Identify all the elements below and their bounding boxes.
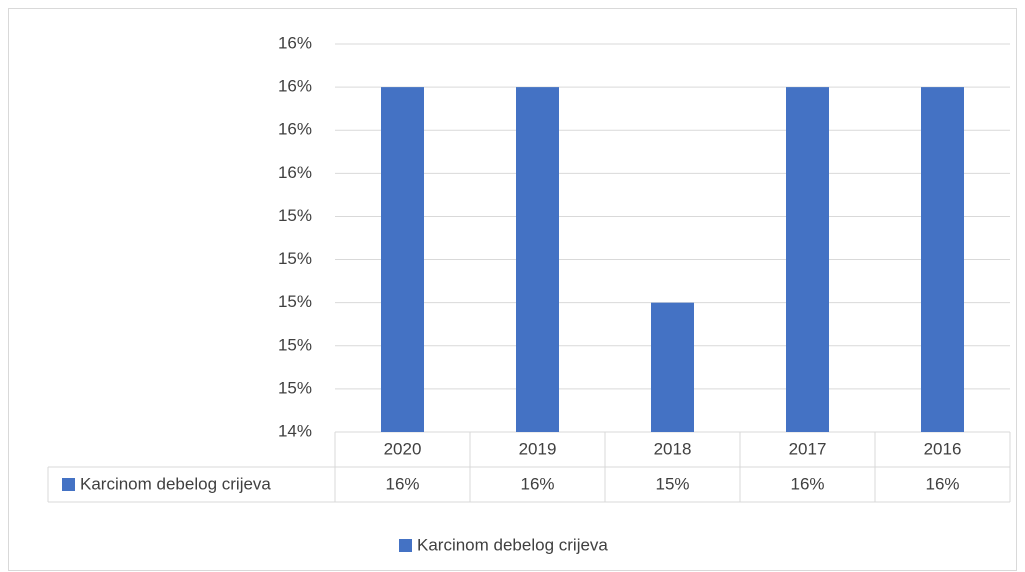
bar <box>381 87 424 432</box>
data-table-value: 16% <box>925 474 959 493</box>
y-tick-label: 16% <box>278 33 312 52</box>
x-tick-label: 2016 <box>924 439 962 458</box>
y-tick-label: 16% <box>278 163 312 182</box>
data-table-value: 16% <box>790 474 824 493</box>
legend-key <box>399 539 412 552</box>
y-tick-label: 15% <box>278 206 312 225</box>
x-tick-label: 2018 <box>654 439 692 458</box>
y-tick-label: 15% <box>278 249 312 268</box>
legend-key <box>62 478 75 491</box>
y-tick-label: 14% <box>278 421 312 440</box>
y-tick-label: 16% <box>278 77 312 96</box>
y-tick-label: 16% <box>278 120 312 139</box>
bar <box>921 87 964 432</box>
x-tick-label: 2020 <box>384 439 422 458</box>
y-tick-label: 15% <box>278 292 312 311</box>
bar <box>786 87 829 432</box>
x-tick-label: 2017 <box>789 439 827 458</box>
data-table-value: 15% <box>655 474 689 493</box>
x-tick-label: 2019 <box>519 439 557 458</box>
bar <box>516 87 559 432</box>
data-table-series-name: Karcinom debelog crijeva <box>80 474 271 493</box>
legend-label: Karcinom debelog crijeva <box>417 535 608 554</box>
chart-border <box>8 8 1017 571</box>
bar <box>651 302 694 432</box>
data-table-value: 16% <box>520 474 554 493</box>
y-tick-label: 15% <box>278 378 312 397</box>
y-tick-label: 15% <box>278 335 312 354</box>
data-table-value: 16% <box>385 474 419 493</box>
